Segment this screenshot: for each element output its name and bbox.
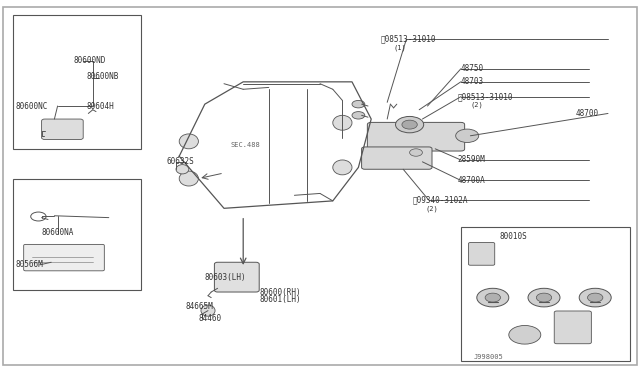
Text: 48750: 48750 bbox=[461, 64, 484, 73]
Circle shape bbox=[477, 288, 509, 307]
Ellipse shape bbox=[333, 115, 352, 130]
Circle shape bbox=[456, 129, 479, 142]
Circle shape bbox=[402, 120, 417, 129]
Text: 80010S: 80010S bbox=[499, 232, 527, 241]
Text: 60632S: 60632S bbox=[166, 157, 194, 166]
Circle shape bbox=[579, 288, 611, 307]
Text: 80604H: 80604H bbox=[86, 102, 114, 110]
FancyBboxPatch shape bbox=[42, 119, 83, 140]
Text: 84665M: 84665M bbox=[186, 302, 213, 311]
Circle shape bbox=[352, 100, 365, 108]
Bar bbox=[13, 15, 141, 149]
Bar bbox=[13, 179, 141, 290]
Circle shape bbox=[410, 149, 422, 156]
Circle shape bbox=[536, 293, 552, 302]
FancyBboxPatch shape bbox=[362, 147, 432, 169]
Text: 80600(RH): 80600(RH) bbox=[259, 288, 301, 296]
Text: Ⓝ08513-31010: Ⓝ08513-31010 bbox=[381, 35, 436, 44]
FancyBboxPatch shape bbox=[554, 311, 591, 344]
Text: 80566M: 80566M bbox=[16, 260, 44, 269]
FancyBboxPatch shape bbox=[214, 262, 259, 292]
Circle shape bbox=[352, 112, 365, 119]
Text: Ⓝ08513-31010: Ⓝ08513-31010 bbox=[458, 92, 513, 101]
Text: 48703: 48703 bbox=[461, 77, 484, 86]
Text: 84460: 84460 bbox=[198, 314, 221, 323]
Text: (2): (2) bbox=[470, 102, 483, 108]
Circle shape bbox=[588, 293, 603, 302]
Text: 48700A: 48700A bbox=[458, 176, 485, 185]
Ellipse shape bbox=[333, 160, 352, 175]
Circle shape bbox=[509, 326, 541, 344]
Circle shape bbox=[528, 288, 560, 307]
Text: Ⓝ09340-3102A: Ⓝ09340-3102A bbox=[413, 196, 468, 205]
FancyBboxPatch shape bbox=[468, 243, 495, 265]
Text: 48700: 48700 bbox=[576, 109, 599, 118]
Text: J998005: J998005 bbox=[474, 354, 503, 360]
Text: 80601(LH): 80601(LH) bbox=[259, 295, 301, 304]
Ellipse shape bbox=[179, 171, 198, 186]
Text: (2): (2) bbox=[426, 205, 438, 212]
Text: SEC.488: SEC.488 bbox=[230, 142, 260, 148]
Text: 80600NC: 80600NC bbox=[16, 102, 49, 110]
Bar bbox=[461, 227, 630, 361]
Text: 28590M: 28590M bbox=[458, 155, 485, 164]
Text: 80600NB: 80600NB bbox=[86, 72, 119, 81]
Text: 80600NA: 80600NA bbox=[42, 228, 74, 237]
FancyBboxPatch shape bbox=[24, 244, 104, 271]
Ellipse shape bbox=[176, 164, 189, 174]
FancyBboxPatch shape bbox=[367, 122, 465, 151]
Text: 80600ND: 80600ND bbox=[74, 56, 106, 65]
Circle shape bbox=[485, 293, 500, 302]
Circle shape bbox=[396, 116, 424, 133]
Text: (1): (1) bbox=[394, 44, 406, 51]
Ellipse shape bbox=[201, 305, 215, 316]
Text: 80603(LH): 80603(LH) bbox=[205, 273, 246, 282]
Ellipse shape bbox=[179, 134, 198, 149]
